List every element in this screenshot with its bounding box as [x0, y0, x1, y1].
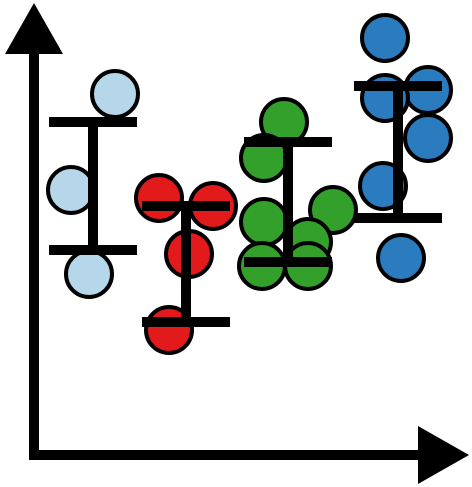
- series-group-3: [237, 97, 358, 291]
- series-group-1: [46, 69, 140, 299]
- y-axis-arrow: [5, 3, 63, 54]
- series-group-2: [134, 173, 238, 355]
- data-point: [360, 13, 410, 63]
- data-point: [239, 197, 289, 247]
- axes: [5, 3, 469, 484]
- data-point: [90, 69, 140, 119]
- data-point: [64, 249, 114, 299]
- series-group-4: [354, 13, 453, 283]
- data-point: [376, 233, 426, 283]
- data-point: [134, 173, 184, 223]
- data-marks: [46, 13, 453, 355]
- x-axis-arrow: [418, 426, 469, 484]
- data-point: [46, 165, 96, 215]
- data-point: [403, 113, 453, 163]
